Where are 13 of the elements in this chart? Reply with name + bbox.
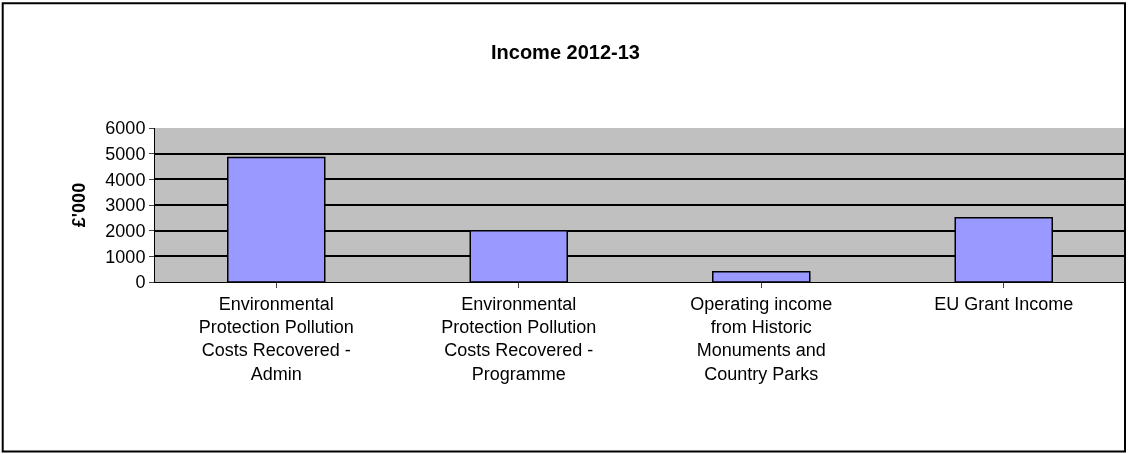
y-tick-label: 2000: [105, 220, 146, 241]
y-tick-label: 5000: [105, 143, 146, 164]
x-tick-label: Environmental Protection Pollution Costs Recovered - Admin: [198, 293, 354, 384]
x-tick-label: EU Grant Income: [934, 293, 1074, 314]
y-tick-label: 4000: [105, 169, 146, 190]
y-tick-label: 0: [135, 272, 146, 293]
x-tick-label: Environmental Protection Pollution Costs Recovered - Programme: [441, 293, 597, 384]
x-tick-label: Operating income from Historic Monuments and Country Parks: [690, 293, 833, 384]
y-axis-title: £'000: [68, 182, 89, 228]
y-tick-label: 6000: [105, 118, 146, 139]
y-tick-label: 3000: [105, 195, 146, 216]
y-tick-label: 1000: [105, 246, 146, 267]
chart-title: Income 2012-13: [491, 41, 640, 64]
